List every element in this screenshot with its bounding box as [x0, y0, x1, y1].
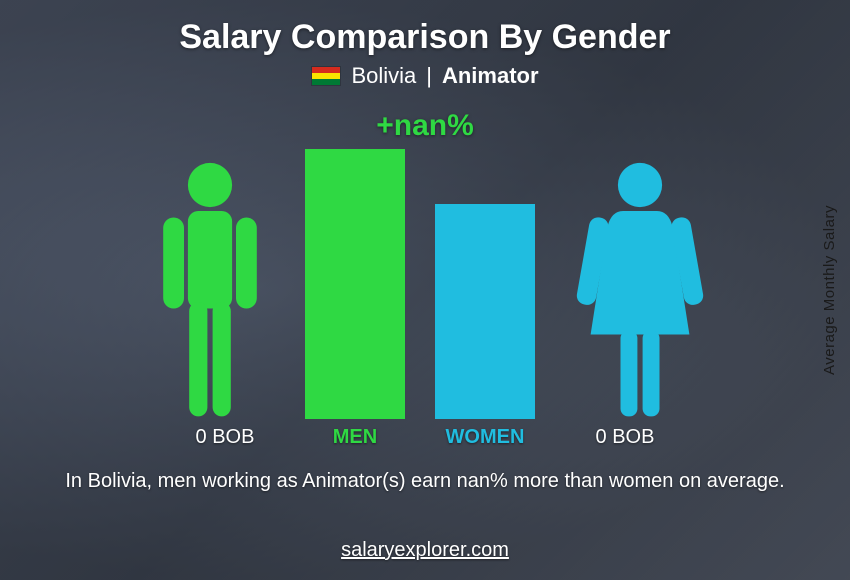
- caption-text: In Bolivia, men working as Animator(s) e…: [65, 467, 784, 495]
- job-label: Animator: [442, 63, 539, 89]
- pct-diff-label: +nan%: [376, 109, 474, 143]
- women-label: WOMEN: [435, 426, 535, 449]
- infographic-container: Salary Comparison By Gender Bolivia | An…: [0, 0, 850, 580]
- chart-labels-row: 0 BOB MEN WOMEN 0 BOB: [145, 426, 705, 449]
- men-bar: [305, 149, 405, 419]
- men-label: MEN: [305, 426, 405, 449]
- female-figure-icon: [575, 159, 705, 419]
- separator: |: [426, 63, 432, 89]
- country-label: Bolivia: [351, 63, 416, 89]
- source-link[interactable]: salaryexplorer.com: [341, 539, 509, 562]
- main-title: Salary Comparison By Gender: [179, 18, 670, 57]
- women-value: 0 BOB: [535, 426, 705, 449]
- women-bar: [435, 204, 535, 419]
- subtitle-row: Bolivia | Animator: [311, 63, 538, 89]
- male-figure-icon: [145, 159, 275, 419]
- chart-area: +nan%: [145, 109, 705, 449]
- men-value: 0 BOB: [145, 426, 305, 449]
- bolivia-flag-icon: [311, 66, 341, 86]
